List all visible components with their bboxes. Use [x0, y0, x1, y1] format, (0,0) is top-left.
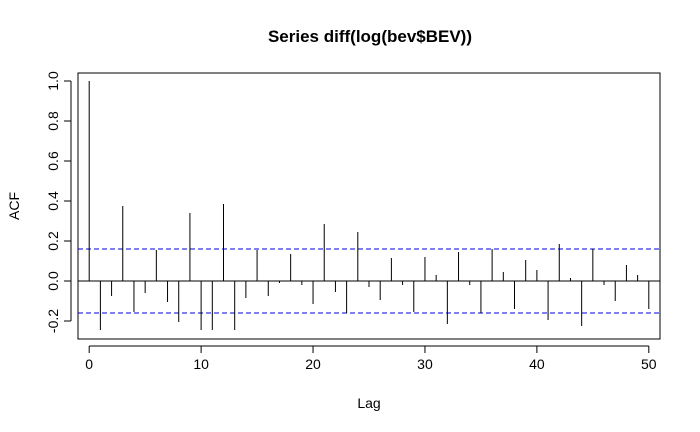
plot-frame	[77, 72, 661, 340]
acf-bars	[88, 81, 650, 330]
y-tick-label: -0.2	[45, 309, 61, 333]
y-axis: -0.2 0.0 0.2 0.4 0.6 0.8 1.0	[45, 71, 72, 333]
x-tick-label: 50	[641, 356, 657, 372]
y-tick-label: 0.8	[45, 111, 61, 131]
x-tick-label: 0	[85, 356, 93, 372]
x-tick-label: 40	[529, 356, 545, 372]
x-tick-label: 10	[193, 356, 209, 372]
x-axis-label: Lag	[357, 395, 380, 411]
y-tick-label: 0.6	[45, 151, 61, 171]
y-tick-label: 0.2	[45, 231, 61, 251]
chart-title: Series diff(log(bev$BEV))	[268, 27, 472, 46]
y-tick-label: 0.4	[45, 191, 61, 211]
y-axis-label: ACF	[6, 192, 22, 220]
x-tick-label: 20	[305, 356, 321, 372]
y-tick-label: 1.0	[45, 71, 61, 91]
y-tick-label: 0.0	[45, 271, 61, 291]
x-axis: 0 10 20 30 40 50	[85, 345, 657, 372]
x-tick-label: 30	[417, 356, 433, 372]
